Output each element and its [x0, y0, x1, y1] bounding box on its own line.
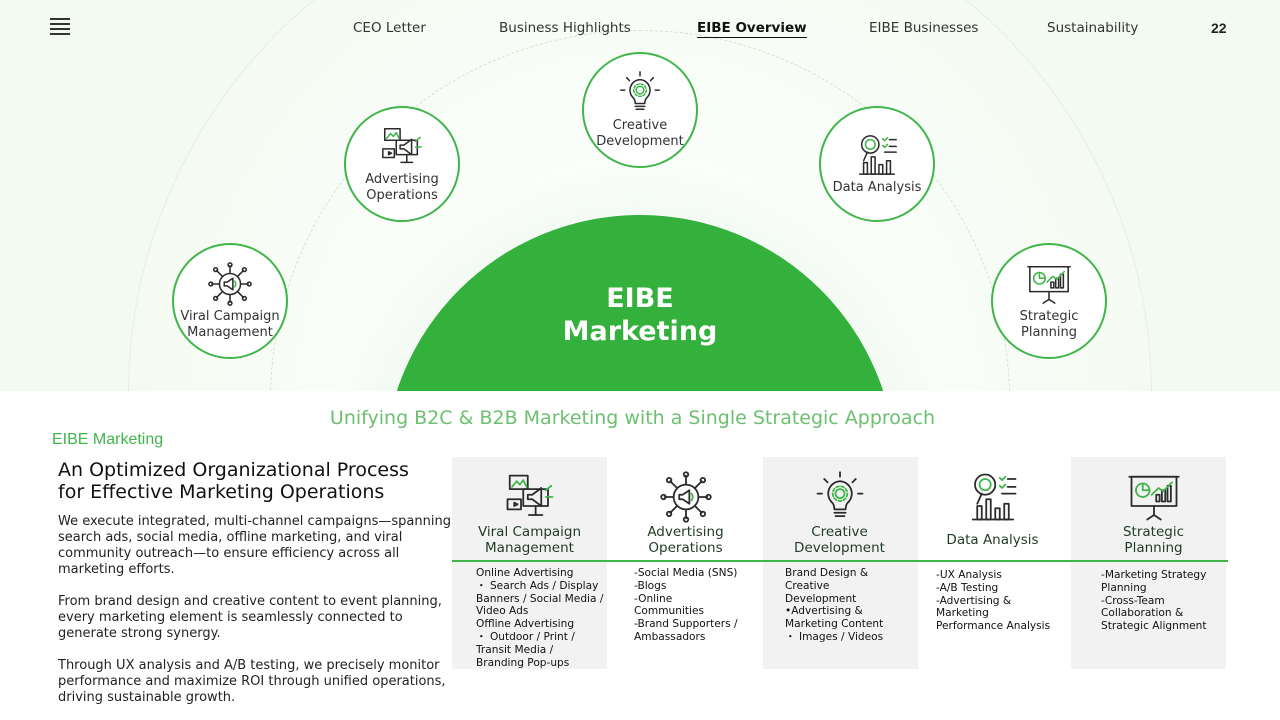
media-megaphone-icon: [382, 128, 422, 164]
column-head-advertising-operations: Advertising Operations: [608, 470, 763, 556]
list-item: -Blogs: [634, 579, 667, 592]
magnifier-chart-icon: [858, 135, 897, 175]
column-head-strategic-planning: Strategic Planning: [1076, 470, 1231, 556]
column-list-1: Online Advertising ・ Search Ads / Displa…: [476, 567, 604, 669]
list-item: ・ Outdoor / Print / Transit Media / Bran…: [476, 630, 575, 669]
list-item: -Cross-Team Collaboration & Strategic Al…: [1101, 594, 1207, 633]
list-item: -Social Media (SNS): [634, 567, 738, 579]
section-subtitle: Unifying B2C & B2B Marketing with a Sing…: [329, 407, 936, 429]
node-creative-development[interactable]: Creative Development: [582, 52, 698, 168]
list-item: •Advertising & Marketing Content: [785, 605, 884, 631]
column-head-viral-campaign: Viral Campaign Management: [452, 470, 607, 556]
magnifier-chart-icon: [971, 473, 1016, 521]
column-head-creative-development: Creative Development: [762, 470, 917, 556]
section-heading: An Optimized Organizational Process for …: [58, 459, 409, 503]
node-strategic-planning[interactable]: Strategic Planning: [991, 243, 1107, 359]
node-label: Creative Development: [596, 118, 684, 149]
top-nav: CEO Letter Business Highlights EIBE Over…: [0, 20, 1280, 40]
section-label: EIBE Marketing: [52, 431, 164, 448]
column-list-5: -Marketing Strategy Planning -Cross-Team…: [1101, 569, 1226, 633]
columns-divider: [452, 560, 1228, 562]
node-viral-campaign[interactable]: Viral Campaign Management: [172, 243, 288, 359]
column-head-data-analysis: Data Analysis: [915, 470, 1070, 548]
list-item: -UX Analysis: [936, 569, 1002, 581]
node-label: Data Analysis: [832, 180, 922, 195]
column-title: Viral Campaign Management: [477, 524, 582, 556]
media-megaphone-icon: [506, 474, 553, 516]
column-title: Strategic Planning: [1122, 524, 1185, 556]
megaphone-network-icon: [208, 262, 252, 306]
list-item: -Advertising & Marketing Performance Ana…: [936, 594, 1051, 633]
center-title: EIBE Marketing: [562, 283, 718, 347]
list-item: Online Advertising: [476, 567, 574, 579]
node-label: Advertising Operations: [365, 172, 439, 203]
nav-sustainability[interactable]: Sustainability: [1047, 20, 1139, 36]
lightbulb-gear-icon: [816, 471, 863, 518]
column-list-3: Brand Design & Creative Development •Adv…: [785, 567, 915, 644]
node-label: Strategic Planning: [1019, 309, 1079, 340]
list-item: -Brand Supporters / Ambassadors: [634, 618, 738, 643]
column-list-4: -UX Analysis -A/B Testing -Advertising &…: [936, 569, 1066, 633]
paragraph-3: Through UX analysis and A/B testing, we …: [58, 658, 446, 705]
presentation-board-icon: [1127, 475, 1180, 521]
column-title: Creative Development: [794, 524, 885, 556]
paragraph-2: From brand design and creative content t…: [58, 594, 442, 641]
menu-icon[interactable]: [50, 18, 70, 36]
nav-eibe-businesses[interactable]: EIBE Businesses: [869, 20, 979, 36]
column-list-2: -Social Media (SNS) -Blogs -Online Commu…: [634, 567, 759, 644]
page-number: 22: [1211, 20, 1227, 36]
hero-section: EIBE Marketing Viral Campaign Management: [0, 0, 1280, 391]
nav-business-highlights[interactable]: Business Highlights: [499, 20, 631, 36]
list-item: ・ Images / Videos: [785, 630, 884, 643]
list-item: ・ Search Ads / Display Banners / Social …: [476, 579, 604, 618]
column-bg-1: [452, 457, 607, 669]
presentation-board-icon: [1027, 265, 1071, 304]
node-label: Viral Campaign Management: [180, 309, 280, 340]
list-item: Offline Advertising: [476, 618, 575, 631]
lightbulb-gear-icon: [620, 71, 660, 111]
nav-eibe-overview[interactable]: EIBE Overview: [697, 20, 807, 38]
megaphone-network-icon: [659, 471, 712, 523]
node-advertising-operations[interactable]: Advertising Operations: [344, 106, 460, 222]
list-item: -Online Communities: [634, 592, 705, 618]
column-title: Advertising Operations: [647, 524, 724, 556]
column-bg-3: [763, 457, 918, 669]
list-item: -Marketing Strategy Planning: [1101, 569, 1207, 594]
list-item: Brand Design & Creative Development: [785, 567, 869, 605]
column-title: Data Analysis: [946, 532, 1039, 548]
nav-ceo-letter[interactable]: CEO Letter: [353, 20, 426, 36]
list-item: -A/B Testing: [936, 581, 999, 594]
paragraph-1: We execute integrated, multi-channel cam…: [58, 514, 451, 577]
node-data-analysis[interactable]: Data Analysis: [819, 106, 935, 222]
